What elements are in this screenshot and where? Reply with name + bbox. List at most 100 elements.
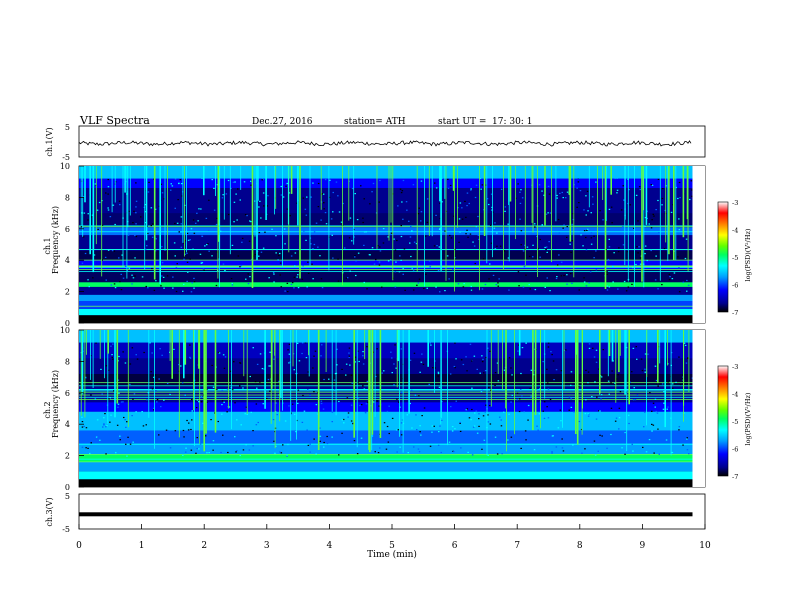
start-ut-label: start UT = <box>438 117 486 127</box>
spectrogram-speckle <box>317 182 320 185</box>
spectrogram-speckle <box>608 246 611 248</box>
spectrogram-speckle <box>304 208 307 210</box>
spectrogram-speckle <box>434 367 436 369</box>
ch1-ytick-top: 5 <box>65 123 70 132</box>
spectrogram-speckle <box>481 184 484 186</box>
spectrogram-speckle <box>420 361 423 363</box>
spectrogram-speckle <box>507 257 510 259</box>
spectrogram-speckle <box>395 429 398 431</box>
spectrogram-speckle <box>215 223 218 226</box>
spectrogram-speckle <box>147 432 149 434</box>
spectrogram-speckle <box>671 451 674 454</box>
spectrogram-line <box>79 461 693 463</box>
station-label: station= ATH <box>344 117 406 127</box>
spectrogram-speckle <box>489 224 492 226</box>
spectrogram-speckle <box>675 381 677 383</box>
spectrogram-speckle <box>508 357 511 359</box>
spectrogram-sferic <box>99 330 101 359</box>
spectrogram-speckle <box>438 246 441 248</box>
spectrogram-speckle <box>401 190 404 192</box>
spectrogram-speckle <box>262 403 264 405</box>
spectrogram-speckle <box>500 425 503 427</box>
spectrogram-line <box>79 266 693 268</box>
spectrogram-speckle <box>125 443 127 445</box>
spectrogram-speckle <box>500 419 502 421</box>
spectrogram-speckle <box>346 277 349 279</box>
spectrogram-speckle <box>181 382 184 384</box>
spectrogram-speckle <box>579 190 582 192</box>
spectrogram-speckle <box>606 285 609 287</box>
spectrogram-speckle <box>691 377 694 379</box>
spectrogram-speckle <box>378 405 380 407</box>
spectrogram-speckle <box>199 443 202 445</box>
spectrogram-speckle <box>153 409 155 411</box>
spectrogram-speckle <box>468 202 470 205</box>
spectrogram-speckle <box>586 228 589 230</box>
spectrogram-speckle <box>516 392 519 394</box>
spectrogram-speckle <box>147 191 150 193</box>
spectrogram-speckle <box>307 261 309 263</box>
spectrogram-speckle <box>393 384 395 386</box>
spectrogram-speckle <box>271 228 273 230</box>
spectrogram-speckle <box>378 201 380 203</box>
spectrogram-speckle <box>595 418 598 420</box>
spectrogram-speckle <box>518 410 521 413</box>
spectrogram-speckle <box>362 355 364 357</box>
spectrogram-speckle <box>459 231 461 233</box>
spectrogram-speckle <box>221 197 224 199</box>
spectrogram-speckle <box>651 423 653 425</box>
spectrogram-speckle <box>438 228 441 230</box>
spectrogram-speckle <box>593 356 596 358</box>
spectrogram-speckle <box>134 234 136 237</box>
spectrogram-speckle <box>296 342 299 344</box>
spectrogram-speckle <box>196 399 199 401</box>
spectrogram-speckle <box>391 417 394 419</box>
spectrogram-sferic <box>555 166 557 222</box>
spectrogram-speckle <box>394 249 397 251</box>
spectrogram-speckle <box>273 273 275 275</box>
spectrogram-speckle <box>679 197 681 199</box>
spectrogram-sferic <box>424 166 425 287</box>
spectrogram-speckle <box>586 190 589 192</box>
spectrogram-speckle <box>193 281 196 283</box>
spectrogram-speckle <box>485 356 487 359</box>
spectrogram-speckle <box>593 440 596 442</box>
spectrogram-sferic <box>626 330 628 452</box>
ch2-colorbar-label: log(PSD)(V²/Hz) <box>744 392 752 445</box>
spectrogram-speckle <box>306 429 308 431</box>
spectrogram-speckle <box>550 351 552 353</box>
spectrogram-sferic <box>80 166 82 226</box>
spectrogram-speckle <box>497 282 499 284</box>
spectrogram-speckle <box>394 286 397 288</box>
spectrogram-speckle <box>620 209 623 211</box>
spectrogram-sferic <box>643 166 645 288</box>
spectrogram-speckle <box>635 194 638 196</box>
spectrogram-speckle <box>196 212 198 214</box>
spectrogram-speckle <box>672 383 674 385</box>
spectrogram-speckle <box>102 436 105 438</box>
spectrogram-speckle <box>400 434 403 436</box>
spectrogram-speckle <box>107 209 110 211</box>
spectrogram-speckle <box>464 200 466 202</box>
spec-ytick-label: 6 <box>65 389 70 398</box>
spectrogram-speckle <box>632 450 634 452</box>
spectrogram-speckle <box>383 422 386 424</box>
spectrogram-speckle <box>411 230 413 232</box>
spectrogram-sferic <box>531 166 533 223</box>
spectrogram-speckle <box>90 394 92 396</box>
spectrogram-speckle <box>388 405 390 407</box>
spectrogram-speckle <box>529 288 531 290</box>
spectrogram-speckle <box>151 236 154 238</box>
spectrogram-speckle <box>585 195 587 197</box>
spectrogram-speckle <box>639 188 641 191</box>
spectrogram-sferic <box>492 166 493 258</box>
spectrogram-speckle <box>186 261 189 263</box>
spectrogram-speckle <box>123 416 125 419</box>
spectrogram-speckle <box>533 449 536 451</box>
spectrogram-speckle <box>320 278 323 280</box>
spectrogram-speckle <box>652 402 655 404</box>
spectrogram-sferic <box>186 166 187 253</box>
spectrogram-speckle <box>239 199 241 201</box>
spectrogram-sferic <box>568 166 571 195</box>
spectrogram-speckle <box>242 449 245 451</box>
